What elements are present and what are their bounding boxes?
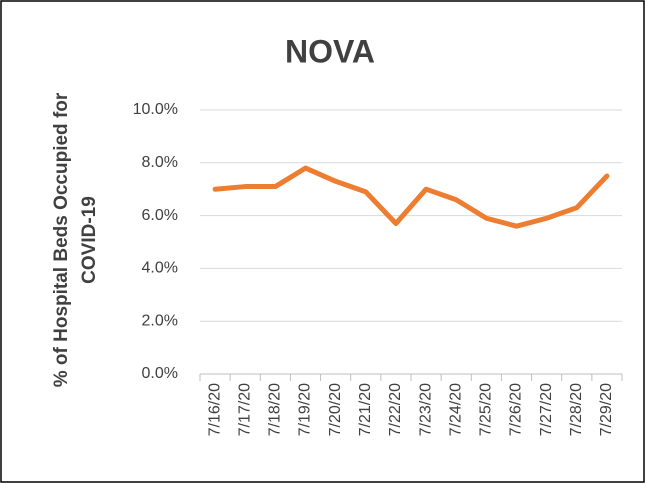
- x-tick-label: 7/20/20: [327, 383, 344, 436]
- x-tick-label: 7/24/20: [447, 383, 464, 436]
- x-tick-label: 7/22/20: [387, 383, 404, 436]
- x-tick-label: 7/25/20: [478, 383, 495, 436]
- y-axis-label: % of Hospital Beds Occupied for: [51, 92, 72, 387]
- x-tick-label: 7/29/20: [598, 383, 615, 436]
- y-tick-label: 0.0%: [142, 365, 178, 382]
- y-tick-label: 8.0%: [142, 154, 178, 171]
- y-tick-label: 10.0%: [133, 101, 178, 118]
- x-tick-label: 7/23/20: [417, 383, 434, 436]
- x-tick-label: 7/27/20: [538, 383, 555, 436]
- y-tick-label: 2.0%: [142, 312, 178, 329]
- x-tick-label: 7/17/20: [236, 383, 253, 436]
- x-tick-label: 7/21/20: [357, 383, 374, 436]
- chart-title: NOVA: [285, 33, 375, 69]
- x-tick-label: 7/16/20: [206, 383, 223, 436]
- x-tick-label: 7/26/20: [508, 383, 525, 436]
- y-tick-label: 6.0%: [142, 207, 178, 224]
- line-series: [212, 165, 610, 229]
- y-axis-label: COVID-19: [79, 196, 100, 284]
- y-tick-label: 4.0%: [142, 260, 178, 277]
- x-tick-label: 7/19/20: [297, 383, 314, 436]
- x-tick-label: 7/28/20: [568, 383, 585, 436]
- x-tick-label: 7/18/20: [267, 383, 284, 436]
